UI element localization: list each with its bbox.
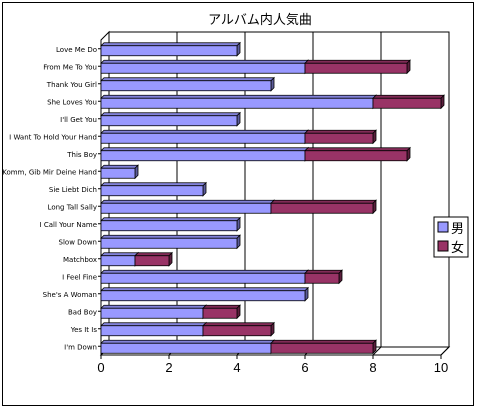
legend-label-female: 女 bbox=[451, 240, 464, 256]
bar-top bbox=[100, 147, 309, 152]
gridline-floor bbox=[372, 346, 382, 356]
y-tick-label: Love Me Do bbox=[56, 46, 97, 54]
bar-segment bbox=[100, 342, 272, 354]
bar-top bbox=[100, 94, 377, 99]
bar-segment bbox=[134, 255, 170, 267]
y-tick-label: Matchbox bbox=[63, 256, 97, 264]
y-tick-label: I Call Your Name bbox=[40, 221, 97, 229]
bar-top bbox=[100, 129, 309, 134]
bar-top bbox=[100, 164, 139, 169]
bar-segment bbox=[100, 115, 238, 127]
x-tick-label: 10 bbox=[434, 360, 448, 375]
bar-top bbox=[100, 59, 309, 64]
bar-segment bbox=[304, 150, 408, 162]
bar-segment bbox=[304, 132, 374, 144]
bar-segment bbox=[270, 202, 374, 214]
y-tick-label: She Loves You bbox=[47, 98, 97, 106]
bar-top bbox=[100, 339, 275, 344]
y-tick-label: Yes It Is bbox=[70, 326, 98, 334]
bar-top bbox=[270, 339, 377, 344]
y-tick-label: From Me To You bbox=[43, 63, 97, 71]
y-tick-label: I'm Down bbox=[64, 343, 97, 351]
bar-top bbox=[100, 217, 241, 222]
bar-segment bbox=[100, 132, 306, 144]
legend-swatch-male bbox=[437, 221, 449, 233]
bar-top bbox=[100, 304, 207, 309]
bar-segment bbox=[100, 167, 136, 179]
y-tick-label: Thank You Girl bbox=[46, 81, 97, 89]
bar-top bbox=[100, 252, 139, 257]
bar-top bbox=[202, 304, 241, 309]
bar-top bbox=[100, 77, 275, 82]
x-tick-label: 0 bbox=[97, 360, 104, 375]
y-tick-label: This Boy bbox=[66, 151, 97, 159]
bar-segment bbox=[100, 80, 272, 92]
bar-segment bbox=[100, 325, 204, 337]
legend-label-male: 男 bbox=[451, 222, 464, 237]
gridline-floor bbox=[440, 346, 450, 356]
bar-segment bbox=[100, 97, 374, 109]
bar-top bbox=[372, 94, 445, 99]
x-tick-label: 4 bbox=[233, 360, 240, 375]
bar-top bbox=[304, 269, 343, 274]
x-tick-label: 8 bbox=[369, 360, 376, 375]
y-tick-label: She's A Woman bbox=[43, 291, 97, 299]
bar-top bbox=[270, 199, 377, 204]
bar-top bbox=[304, 147, 411, 152]
bar-segment bbox=[100, 237, 238, 249]
y-tick-label: Long Tall Sally bbox=[48, 203, 97, 211]
plot-area: 0 2 4 6 8 10 Love Me Do From Me To You Thank You… bbox=[2, 30, 451, 375]
bar-top bbox=[100, 182, 207, 187]
bar-segment bbox=[100, 62, 306, 74]
y-tick-label: Bad Boy bbox=[68, 308, 97, 316]
bar-segment bbox=[202, 325, 272, 337]
y-tick-label: I Feel Fine bbox=[62, 273, 97, 281]
bar-top bbox=[100, 42, 241, 47]
chart-title: アルバム内人気曲 bbox=[208, 12, 312, 28]
bar-segment bbox=[304, 272, 340, 284]
bar-segment bbox=[372, 97, 442, 109]
bar-segment bbox=[100, 272, 306, 284]
bar-top bbox=[134, 252, 173, 257]
bar-segment bbox=[100, 307, 204, 319]
bar-top bbox=[304, 59, 411, 64]
legend-swatch-female bbox=[437, 240, 449, 252]
bar-segment bbox=[100, 45, 238, 57]
y-tick-label: Slow Down bbox=[59, 238, 97, 246]
bar-top bbox=[100, 199, 275, 204]
x-tick-label: 2 bbox=[165, 360, 172, 375]
bar-top bbox=[100, 269, 309, 274]
x-tick-label: 6 bbox=[301, 360, 308, 375]
bar-top bbox=[100, 112, 241, 117]
legend: 男 女 bbox=[433, 216, 469, 258]
y-tick-label: I Want To Hold Your Hand bbox=[9, 133, 97, 141]
y-tick-label: Sie Liebt Dich bbox=[49, 186, 97, 194]
y-tick-label: I'll Get You bbox=[60, 116, 97, 124]
bar-segment bbox=[100, 255, 136, 267]
bar-segment bbox=[202, 307, 238, 319]
bar-segment bbox=[100, 202, 272, 214]
bar-segment bbox=[100, 185, 204, 197]
bar-top bbox=[100, 322, 207, 327]
bar-segment bbox=[270, 342, 374, 354]
bar-top bbox=[100, 234, 241, 239]
bar-top bbox=[100, 287, 309, 292]
y-tick-label: Komm, Gib Mir Deine Hand bbox=[2, 168, 97, 176]
bar-segment bbox=[100, 220, 238, 232]
bar-top bbox=[304, 129, 377, 134]
bar-top bbox=[202, 322, 275, 327]
bar-segment bbox=[100, 150, 306, 162]
bar-segment bbox=[304, 62, 408, 74]
bar-segment bbox=[100, 290, 306, 302]
